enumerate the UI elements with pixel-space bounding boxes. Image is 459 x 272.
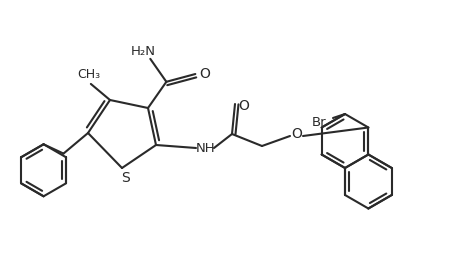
Text: NH: NH — [196, 143, 215, 156]
Text: O: O — [238, 99, 249, 113]
Text: CH₃: CH₃ — [77, 69, 100, 81]
Text: O: O — [291, 127, 302, 141]
Text: S: S — [121, 171, 130, 185]
Text: O: O — [198, 67, 209, 81]
Text: Br: Br — [311, 116, 325, 129]
Text: H₂N: H₂N — [130, 45, 156, 58]
